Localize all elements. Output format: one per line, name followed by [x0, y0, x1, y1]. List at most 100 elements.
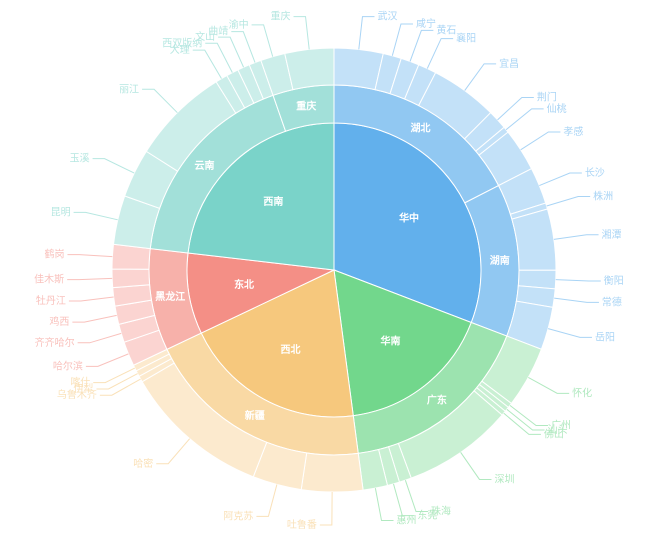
city-leader-line	[555, 279, 601, 282]
city-label: 广州	[551, 420, 571, 432]
city-leader-line	[218, 36, 245, 68]
city-segment[interactable]	[300, 452, 364, 493]
city-leader-line	[319, 491, 333, 526]
city-leader-line	[464, 63, 497, 91]
city-label: 荆门	[537, 91, 557, 104]
city-label: 乌鲁木齐	[57, 388, 97, 401]
city-leader-line	[554, 297, 599, 303]
city-label: 玉溪	[70, 153, 90, 165]
city-leader-line	[99, 378, 141, 396]
city-leader-line	[251, 24, 274, 57]
city-label: 惠州	[397, 514, 417, 527]
city-label: 湘潭	[602, 228, 622, 241]
city-leader-line	[393, 483, 415, 517]
city-leader-line	[391, 23, 413, 56]
city-leader-line	[460, 452, 492, 480]
city-leader-line	[404, 480, 428, 512]
region-ring	[186, 122, 482, 418]
city-leader-line	[72, 314, 117, 323]
city-label: 岳阳	[595, 331, 615, 343]
city-label: 孝感	[563, 125, 583, 138]
city-label: 珠海	[431, 504, 451, 517]
city-label: 深圳	[494, 473, 514, 485]
city-leader-line	[73, 211, 118, 221]
city-leader-line	[68, 296, 114, 302]
city-segment[interactable]	[333, 47, 384, 91]
city-label: 武汉	[377, 10, 397, 23]
city-leader-line	[520, 131, 561, 151]
city-label: 佛山	[544, 427, 564, 440]
label-leader-lines	[67, 16, 601, 526]
city-label: 仙桃	[547, 102, 567, 115]
region-label: 西南	[263, 195, 283, 208]
city-leader-line	[358, 16, 375, 50]
city-segment[interactable]	[111, 268, 151, 289]
city-label: 哈密	[133, 457, 153, 470]
region-label: 东北	[234, 278, 254, 291]
city-leader-line	[374, 488, 394, 522]
city-segment[interactable]	[511, 208, 557, 271]
region-label: 西北	[280, 343, 300, 356]
city-leader-line	[547, 328, 592, 338]
city-label: 丽江	[119, 83, 139, 95]
region-label: 华南	[380, 335, 400, 348]
city-label: 文山	[195, 30, 215, 43]
province-ring	[148, 84, 520, 456]
city-label: 齐齐哈尔	[35, 336, 75, 349]
city-label: 常德	[602, 295, 622, 308]
city-ring	[111, 47, 557, 493]
city-leader-line	[553, 234, 599, 240]
city-label: 大理	[170, 43, 190, 56]
city-leader-line	[506, 408, 545, 431]
province-label: 广东	[427, 393, 447, 406]
city-leader-line	[528, 376, 570, 394]
city-label: 东莞	[417, 509, 437, 522]
city-leader-line	[497, 97, 534, 121]
city-label: 佳木斯	[34, 273, 64, 286]
city-label: 宜昌	[499, 57, 519, 70]
city-label: 昆明	[51, 206, 71, 218]
city-leader-line	[539, 172, 582, 187]
city-label: 曲靖	[208, 25, 228, 38]
city-leader-line	[93, 367, 136, 384]
city-label: 咸宁	[416, 17, 436, 30]
city-label: 吐鲁番	[287, 518, 317, 531]
city-leader-line	[77, 332, 122, 344]
city-label: 黄石	[436, 23, 456, 36]
city-label: 衡阳	[604, 275, 624, 287]
city-label: 鹤岗	[44, 248, 64, 261]
city-label: 哈尔滨	[53, 359, 83, 372]
city-leader-line	[67, 254, 113, 258]
province-label: 黑龙江	[155, 290, 185, 303]
city-leader-line	[293, 16, 310, 50]
city-label: 牡丹江	[36, 294, 66, 307]
city-label: 阿克苏	[223, 509, 253, 522]
city-leader-line	[192, 49, 222, 79]
city-label: 伊犁	[73, 382, 93, 395]
city-leader-line	[256, 484, 278, 517]
city-label: 株洲	[593, 190, 613, 203]
city-label: 长沙	[585, 167, 605, 179]
province-label: 湖南	[490, 254, 510, 267]
city-label: 喀什	[70, 376, 90, 389]
city-leader-line	[92, 158, 135, 174]
city-leader-line	[503, 412, 541, 435]
city-leader-line	[67, 277, 113, 281]
city-label: 鸡西	[49, 315, 69, 328]
city-leader-line	[426, 38, 454, 69]
city-leader-line	[85, 353, 129, 367]
city-label: 渝中	[229, 18, 249, 31]
city-label: 重庆	[271, 10, 291, 23]
city-label: 汕头	[548, 424, 568, 436]
city-leader-line	[546, 196, 591, 207]
city-leader-line	[156, 438, 191, 465]
city-leader-line	[231, 31, 256, 63]
city-leader-line	[205, 42, 233, 73]
city-leader-line	[509, 405, 549, 427]
city-segment[interactable]	[284, 47, 335, 91]
region-label: 华中	[399, 211, 419, 224]
city-leader-line	[96, 373, 138, 390]
province-label: 云南	[194, 159, 214, 172]
